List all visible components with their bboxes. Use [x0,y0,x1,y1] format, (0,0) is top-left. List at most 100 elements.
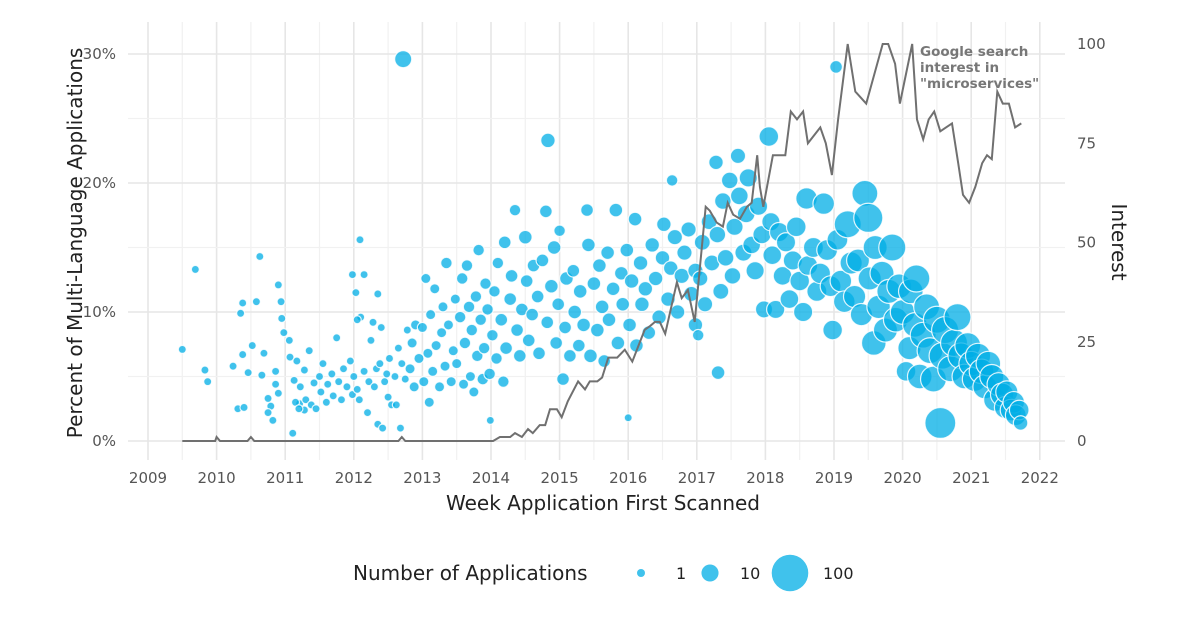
bubble-point [779,289,800,310]
legend-bubble [771,554,809,592]
bubble-point [263,408,273,418]
bubble-point [284,335,294,345]
bubble-point [710,365,726,381]
bubble-point [745,261,765,281]
bubble-point [676,244,693,261]
bubble-point [627,211,643,227]
bubble-point [263,393,273,404]
bubble-point [785,216,807,238]
y-tick-label: 30% [83,45,116,63]
bubble-point [535,253,550,268]
y2-axis-ticks: 0 25 50 75 100 [1077,35,1106,450]
interest-line [182,43,1022,442]
bubble-point [543,278,559,294]
bubble-point [200,365,210,375]
bubble-point [328,391,338,401]
bubble-point [562,348,577,363]
x-tick-label: 2014 [472,469,510,487]
bubble-point [336,395,347,405]
bubble-point [349,371,359,382]
bubble-point [351,288,361,298]
bubble-point [521,333,536,348]
x-tick-label: 2011 [266,469,304,487]
bubble-point [494,312,509,327]
bubble-point [394,50,413,69]
bubble-point [380,377,390,387]
bubble-point [390,371,400,382]
bubble-point [433,381,446,393]
bubble-point [723,267,742,285]
x-tick-label: 2012 [335,469,373,487]
bubble-point [812,192,836,215]
x-tick-label: 2009 [129,469,167,487]
bubble-point [273,280,283,290]
bubble-point [177,344,187,355]
bubble-point [316,387,326,397]
bubble-point [309,378,319,388]
bubble-point [294,404,304,414]
bubble-point [738,168,758,188]
bubble-point [384,353,395,364]
bubble-point [775,232,797,253]
bubble-point [468,386,480,398]
bubble-point [558,320,573,335]
bubble-point [556,372,570,387]
bubble-point [943,303,972,332]
bubble-point [485,415,495,425]
bubble-point [708,154,724,171]
bubble-point [270,379,281,389]
bubble-point [540,315,555,330]
bubble-point [504,268,519,283]
bubble-point [666,228,684,246]
bubble-point [276,297,286,307]
bubble-point [368,317,378,327]
bubble-point [729,147,747,165]
bubble-point [472,243,485,257]
bubble-point [474,313,488,327]
bubble-point [586,276,602,292]
bubble-point [481,303,494,316]
bubble-point [656,216,672,233]
bubble-point [792,301,814,323]
bubble-point [623,413,633,423]
bubble-point [902,264,931,293]
bubble-point [619,242,635,258]
bubble-point [497,235,512,250]
bubble-point [373,289,383,299]
bubble-point [347,269,358,280]
bubble-point [829,59,843,74]
bubble-point [491,256,505,270]
bubble-point [853,202,884,233]
bubble-point [430,339,442,352]
bubble-point [393,343,403,353]
bubble-point [608,202,624,218]
bubble-point [525,307,540,322]
bubble-point [720,171,739,190]
bubble-point [600,245,616,261]
bubble-point [647,270,664,287]
y2-tick-label: 25 [1077,333,1096,351]
bubble-point [420,272,432,285]
bubble-point [662,260,679,276]
bubble-point [851,179,879,207]
bubble-point [397,359,407,369]
bubble-point [464,370,477,383]
legend: Number of Applications 1 10 100 [353,554,854,592]
bubble-point [549,336,564,350]
bubble-point [400,374,410,384]
x-tick-label: 2020 [884,469,922,487]
bubble-point [508,203,522,217]
bubble-point [408,381,420,393]
legend-bubble [701,564,719,582]
bubble-point [460,259,474,272]
bubble-point [311,404,321,414]
bubble-point [669,304,686,320]
bubble-point [362,408,373,418]
bubble-point [321,397,331,407]
bubble-point [366,335,376,345]
bubble-point [878,233,907,262]
bubble-point [712,282,730,300]
legend-title: Number of Applications [353,561,588,585]
bubble-point [352,315,362,325]
